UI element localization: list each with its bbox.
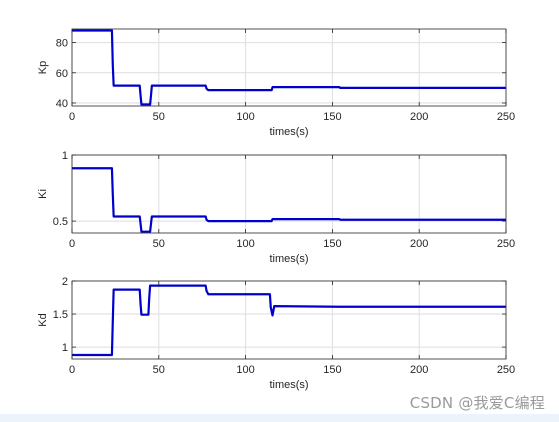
x-tick-label: 50	[153, 111, 165, 123]
x-tick-label: 200	[410, 364, 428, 376]
subplot-kd: 0 50 100 150 200 250 1 1.5 2 times(s) Kd	[37, 276, 515, 391]
y-axis-label: Ki	[37, 189, 49, 199]
x-tick-label: 150	[323, 238, 341, 250]
x-tick-label: 100	[236, 111, 254, 123]
subplot-ki: 0 50 100 150 200 250 0.5 1 times(s) Ki	[37, 150, 515, 265]
x-tick-label: 200	[410, 238, 428, 250]
axes-box	[71, 28, 507, 107]
x-tick-label: 100	[236, 364, 254, 376]
x-tick-label: 250	[497, 238, 515, 250]
subplot-kp: 0 50 100 150 200 250 40 60 80 times(s) Kp	[37, 28, 515, 138]
x-tick-label: 0	[69, 238, 75, 250]
y-tick-label: 1.5	[53, 309, 68, 321]
series-line	[72, 167, 506, 233]
x-tick-label: 50	[153, 238, 165, 250]
x-tick-label: 0	[69, 111, 75, 123]
x-tick-label: 250	[497, 364, 515, 376]
axes-box	[71, 280, 507, 360]
y-tick-label: 40	[56, 98, 68, 110]
x-tick-label: 150	[323, 364, 341, 376]
y-axis-label: Kp	[37, 61, 49, 74]
x-tick-label: 150	[323, 111, 341, 123]
watermark-text: CSDN @我爱C编程	[409, 394, 545, 412]
x-axis-label: times(s)	[269, 126, 308, 138]
plot-area	[72, 281, 506, 359]
y-tick-label: 1	[62, 342, 68, 354]
x-tick-label: 50	[153, 364, 165, 376]
y-tick-label: 60	[56, 68, 68, 80]
plot-area	[72, 29, 506, 106]
y-tick-label: 0.5	[53, 216, 68, 228]
y-tick-label: 80	[56, 38, 68, 50]
axes-box	[71, 154, 507, 234]
x-tick-label: 0	[69, 364, 75, 376]
x-tick-label: 250	[497, 111, 515, 123]
footer-strip	[0, 414, 559, 422]
x-tick-label: 100	[236, 238, 254, 250]
series-line	[72, 284, 506, 357]
y-axis-label: Kd	[37, 313, 49, 326]
x-axis-label: times(s)	[269, 253, 308, 265]
x-axis-label: times(s)	[269, 379, 308, 391]
y-tick-label: 2	[62, 276, 68, 288]
series-line	[72, 29, 506, 106]
x-tick-label: 200	[410, 111, 428, 123]
y-tick-label: 1	[62, 150, 68, 162]
